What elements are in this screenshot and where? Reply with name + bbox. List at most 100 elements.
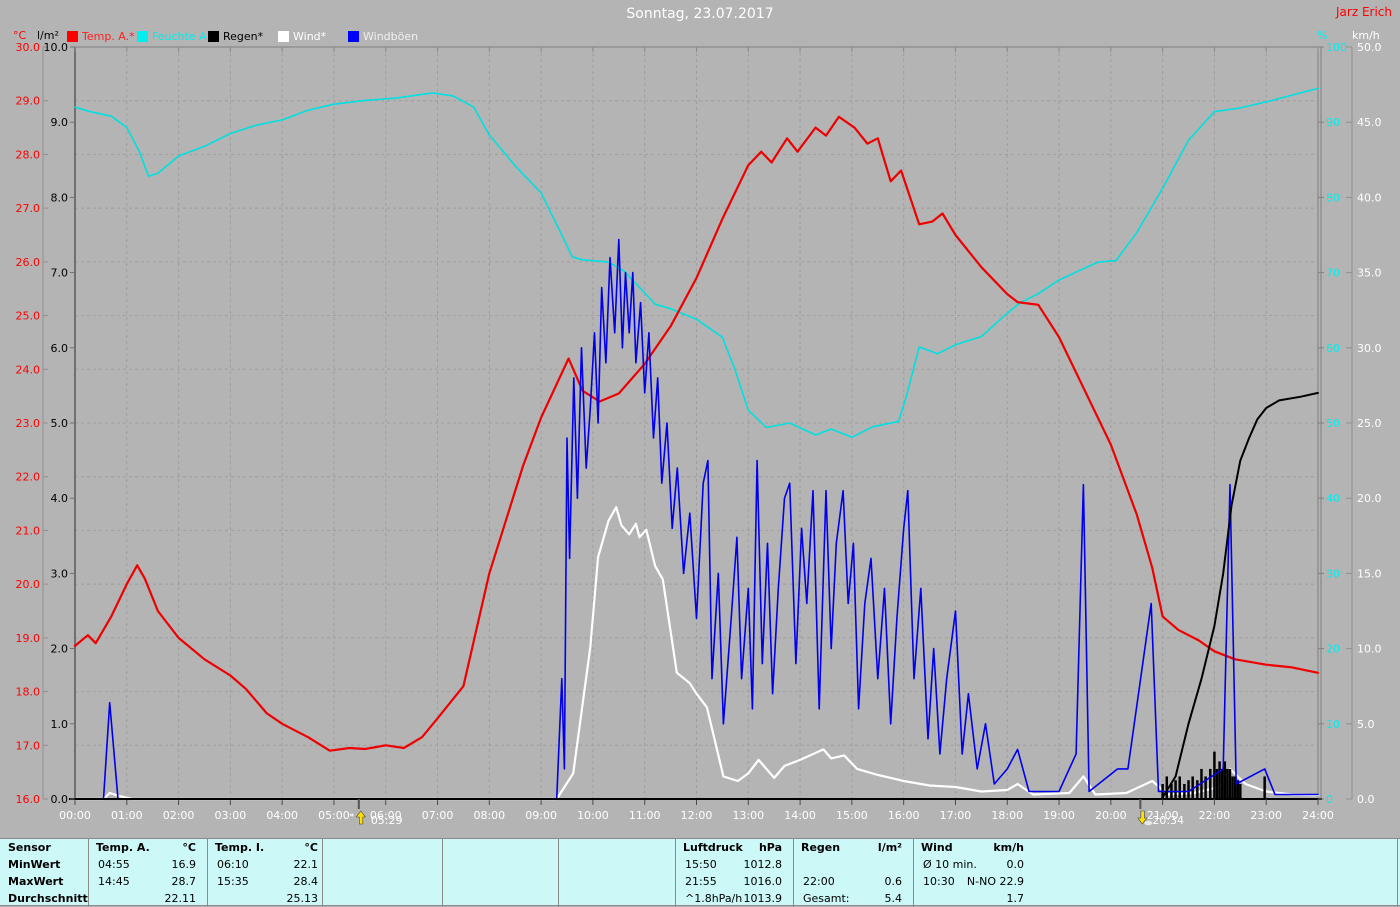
time-axis-label: 14:00 <box>784 809 816 822</box>
table-column-unit: hPa <box>758 841 782 854</box>
table-column-divider <box>793 839 794 907</box>
wind-axis-label: 35.0 <box>1357 267 1382 280</box>
humidity-axis-label: 60 <box>1326 342 1340 355</box>
legend-color-swatch <box>137 31 148 42</box>
wind-axis-label: 50.0 <box>1357 41 1382 54</box>
time-axis-label: 19:00 <box>1043 809 1075 822</box>
table-column-header: Regen <box>801 841 841 854</box>
time-axis-label: 08:00 <box>473 809 505 822</box>
humidity-axis-label: 50 <box>1326 417 1340 430</box>
sunrise-arrow-icon <box>355 810 366 825</box>
table-column-divider <box>675 839 676 907</box>
temp-axis-label: 29.0 <box>16 95 41 108</box>
wind-axis-label: 25.0 <box>1357 417 1382 430</box>
table-column-unit: l/m² <box>877 841 902 854</box>
rain-axis-label: 1.0 <box>51 718 69 731</box>
humidity-series-line <box>74 87 1319 439</box>
legend-color-swatch <box>348 31 359 42</box>
humidity-axis-label: 70 <box>1326 267 1340 280</box>
legend-color-swatch <box>208 31 219 42</box>
rain-cumulative-line <box>74 391 1319 800</box>
table-cell-value: 0.0 <box>1006 858 1025 871</box>
rain-axis-label: 10.0 <box>44 41 69 54</box>
table-column-unit: °C <box>182 841 196 854</box>
humidity-axis-unit: % <box>1317 29 1328 42</box>
wind-axis-label: 10.0 <box>1357 643 1382 656</box>
table-column-divider <box>1397 839 1398 907</box>
time-axis-label: 15:00 <box>836 809 868 822</box>
table-column-header: Temp. A. <box>96 841 150 854</box>
time-axis-label: 06:00 <box>370 809 402 822</box>
table-cell-value: 1013.9 <box>743 892 783 905</box>
chart-legend: Temp. A.* Feuchte A.* Regen* Wind* Windböen <box>0 30 1400 46</box>
rain-axis-label: 2.0 <box>51 643 69 656</box>
table-cell-time: ^1.8hPa/h <box>685 892 743 905</box>
table-cell-time: 06:10 <box>217 858 249 871</box>
table-row-label: MaxWert <box>8 875 64 888</box>
rain-axis-label: 0.0 <box>51 793 69 806</box>
author-watermark: Jarz Erich <box>1336 5 1392 19</box>
temp-axis-label: 16.0 <box>16 793 41 806</box>
time-axis-label: 01:00 <box>111 809 143 822</box>
legend-label: Windböen <box>363 30 419 43</box>
sunset-cloud-icon <box>1144 820 1153 826</box>
humidity-axis-label: 100 <box>1326 41 1347 54</box>
table-row-label: Sensor <box>8 841 51 854</box>
table-column-unit: °C <box>304 841 318 854</box>
time-axis: 00:00 01:00 02:00 03:00 04:00 05:00 06:00 07:00… <box>59 47 1334 822</box>
table-column-divider <box>88 839 89 907</box>
table-cell-time: Ø 10 min. <box>923 858 977 871</box>
time-axis-label: 21:00 <box>1147 809 1179 822</box>
time-axis-label: 02:00 <box>163 809 195 822</box>
table-cell-value: N-NO 22.9 <box>966 875 1024 888</box>
table-column-divider <box>913 839 914 907</box>
table-cell-time: 04:55 <box>98 858 130 871</box>
legend-label: Temp. A.* <box>82 30 135 43</box>
temp-axis-label: 30.0 <box>16 41 41 54</box>
time-axis-label: 23:00 <box>1250 809 1282 822</box>
humidity-axis-label: 10 <box>1326 718 1340 731</box>
sunset-marker: 20:34 <box>1137 799 1184 827</box>
time-axis-label: 22:00 <box>1199 809 1231 822</box>
table-row-label: Durchschnitt <box>8 892 88 905</box>
table-cell-value: 5.4 <box>884 892 903 905</box>
time-axis-label: 11:00 <box>629 809 661 822</box>
legend-label: Regen* <box>223 30 264 43</box>
temp-axis-label: 28.0 <box>16 148 41 161</box>
time-axis-label: 13:00 <box>732 809 764 822</box>
time-axis-label: 18:00 <box>991 809 1023 822</box>
table-cell-value: 1.7 <box>1006 892 1025 905</box>
table-cell-value: 1016.0 <box>743 875 783 888</box>
legend-color-swatch <box>278 31 289 42</box>
table-cell-value: 28.7 <box>171 875 197 888</box>
table-cell-value: 25.13 <box>286 892 319 905</box>
humidity-axis-label: 90 <box>1326 116 1340 129</box>
sunrise-marker: 05:29 <box>349 799 403 827</box>
table-column-divider <box>322 839 323 907</box>
temp-axis-label: 23.0 <box>16 417 41 430</box>
sunset-arrow-icon <box>1137 810 1148 825</box>
sensor-stats-table: Sensor MinWert MaxWert Durchschnitt Temp. A.… <box>0 838 1400 907</box>
table-cell-time: 21:55 <box>685 875 717 888</box>
temp-axis-label: 22.0 <box>16 471 41 484</box>
table-column-unit: km/h <box>993 841 1024 854</box>
humidity-axis-label: 40 <box>1326 492 1340 505</box>
table-column-header: Luftdruck <box>683 841 743 854</box>
rain-axis-label: 3.0 <box>51 567 69 580</box>
temp-axis-label: 19.0 <box>16 632 41 645</box>
temp-series-line <box>73 115 1320 752</box>
rain-axis-label: 5.0 <box>51 417 69 430</box>
temp-axis-label: 21.0 <box>16 524 41 537</box>
sunrise-sparkle-icon <box>349 813 354 817</box>
wind-axis-label: 15.0 <box>1357 567 1382 580</box>
rain-axis-label: 8.0 <box>51 191 69 204</box>
wind-series-line <box>73 506 1320 801</box>
humidity-axis-label: 80 <box>1326 191 1340 204</box>
wind-axis-label: 5.0 <box>1357 718 1375 731</box>
temp-axis-label: 17.0 <box>16 739 41 752</box>
table-column-divider <box>558 839 559 907</box>
grid <box>75 47 1318 799</box>
legend-label: Feuchte A.* <box>152 30 216 43</box>
table-cell-value: 22.11 <box>164 892 197 905</box>
humidity-axis-label: 0 <box>1326 793 1333 806</box>
